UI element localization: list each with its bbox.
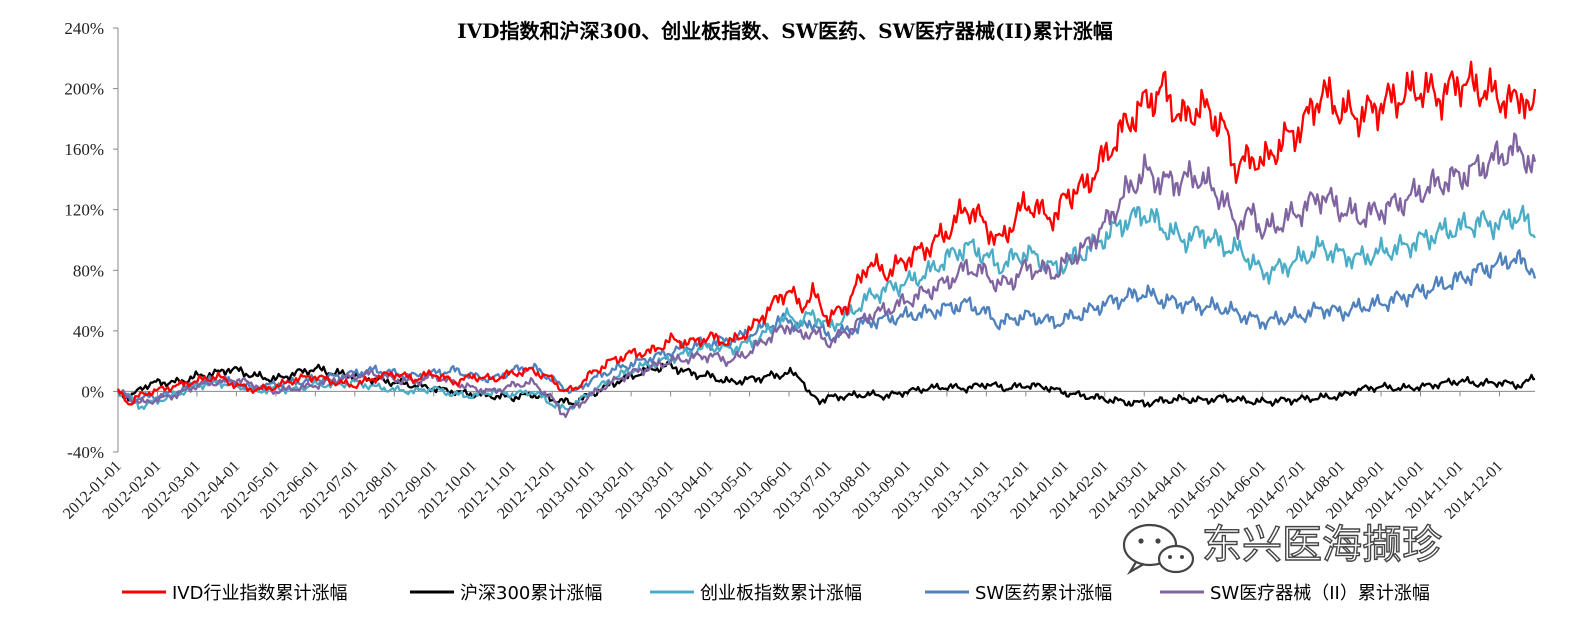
y-tick-label: 120%: [64, 201, 104, 220]
legend: IVD行业指数累计涨幅 沪深300累计涨幅 创业板指数累计涨幅 SW医药累计涨幅 SW医…: [122, 583, 1430, 604]
y-tick-label: 80%: [73, 261, 104, 280]
legend-label: SW医药累计涨幅: [975, 583, 1112, 604]
chart-title: IVD指数和沪深300、创业板指数、SW医药、SW医疗器械(II)累计涨幅: [457, 19, 1112, 43]
y-tick-label: 240%: [64, 19, 104, 38]
legend-label: 沪深300累计涨幅: [460, 583, 602, 604]
series-line: [116, 204, 1536, 411]
wechat-icon: [1122, 523, 1195, 576]
y-tick-label: 0%: [81, 382, 104, 401]
series-line: [117, 249, 1537, 404]
series-line: [116, 60, 1537, 406]
y-tick-label: 160%: [64, 140, 104, 159]
watermark-text: 东兴医海撷珍: [1202, 522, 1442, 568]
series-layer: [116, 60, 1537, 419]
y-tick-label: -40%: [67, 443, 104, 462]
y-tick-label: 200%: [64, 80, 104, 99]
watermark: 东兴医海撷珍: [1122, 521, 1443, 576]
legend-item: 创业板指数累计涨幅: [650, 583, 862, 604]
legend-item: SW医疗器械（II）累计涨幅: [1160, 583, 1430, 604]
x-axis: 2012-01-012012-02-012012-03-012012-04-01…: [60, 390, 1535, 523]
y-axis: -40% 0% 40% 80% 120% 160% 200% 240%: [64, 19, 119, 462]
legend-item: SW医药累计涨幅: [925, 583, 1112, 604]
legend-label: IVD行业指数累计涨幅: [172, 583, 347, 604]
legend-item: IVD行业指数累计涨幅: [122, 583, 347, 604]
series-line: [117, 132, 1537, 419]
legend-item: 沪深300累计涨幅: [410, 583, 602, 604]
legend-label: SW医疗器械（II）累计涨幅: [1210, 583, 1430, 604]
legend-label: 创业板指数累计涨幅: [700, 583, 862, 604]
y-tick-label: 40%: [73, 322, 104, 341]
